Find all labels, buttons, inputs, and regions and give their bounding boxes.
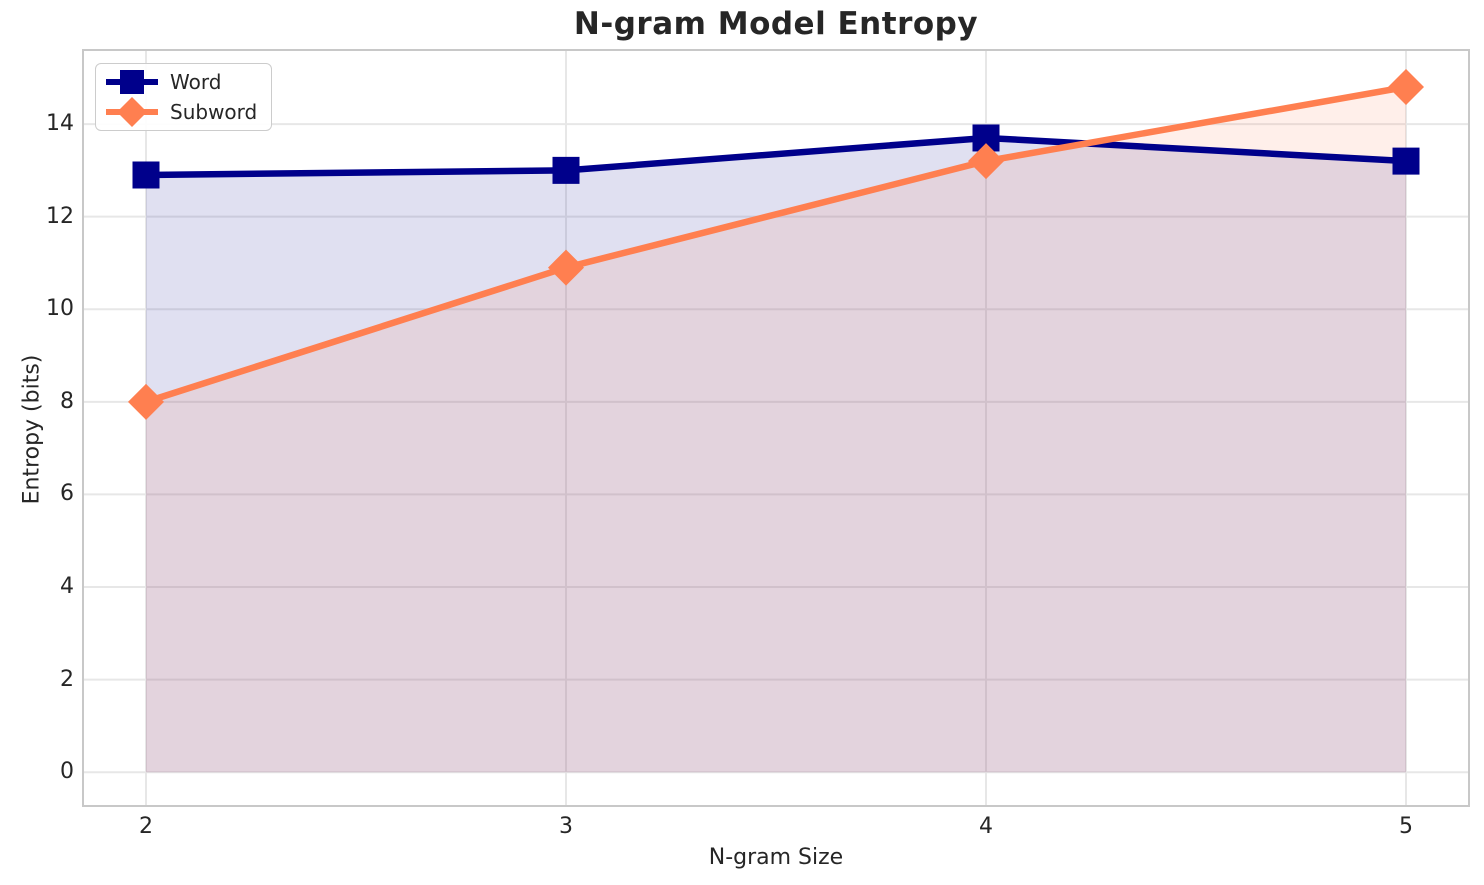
marker-word-5 — [1392, 147, 1420, 175]
legend-label: Subword — [170, 100, 258, 124]
area-fill-subword — [146, 87, 1406, 773]
square-marker-icon — [106, 70, 158, 94]
x-axis-label: N-gram Size — [708, 845, 844, 870]
axes-frame — [82, 49, 1470, 807]
y-tick-label-0: 0 — [60, 759, 74, 785]
x-tick-label-4: 4 — [979, 814, 993, 839]
y-tick-label-2: 2 — [60, 666, 74, 692]
marker-subword-5 — [1388, 69, 1424, 106]
marker-word-3 — [552, 156, 580, 184]
series-line-subword — [145, 83, 1407, 405]
legend-item-word: Word — [104, 67, 257, 97]
legend-label: Word — [170, 70, 222, 94]
x-tick-label-5: 5 — [1399, 814, 1413, 839]
marker-subword-3 — [548, 249, 584, 286]
y-tick-label-4: 4 — [60, 574, 74, 600]
y-tick-label-12: 12 — [46, 203, 74, 229]
marker-subword-2 — [128, 383, 164, 420]
y-tick-label-14: 14 — [46, 111, 74, 137]
series-line-word — [145, 134, 1407, 179]
x-tick-label-2: 2 — [139, 814, 153, 839]
x-tick-label-3: 3 — [559, 814, 573, 839]
area-fill-word — [146, 137, 1406, 773]
chart-title: N-gram Model Entropy — [573, 6, 979, 42]
y-tick-label-8: 8 — [60, 388, 74, 414]
y-tick-label-6: 6 — [60, 481, 74, 507]
legend: Word Subword — [95, 63, 273, 131]
marker-subword-4 — [968, 143, 1004, 180]
y-tick-label-10: 10 — [46, 296, 74, 322]
legend-item-subword: Subword — [104, 97, 257, 127]
marker-word-2 — [132, 161, 160, 189]
diamond-marker-icon — [106, 97, 158, 127]
